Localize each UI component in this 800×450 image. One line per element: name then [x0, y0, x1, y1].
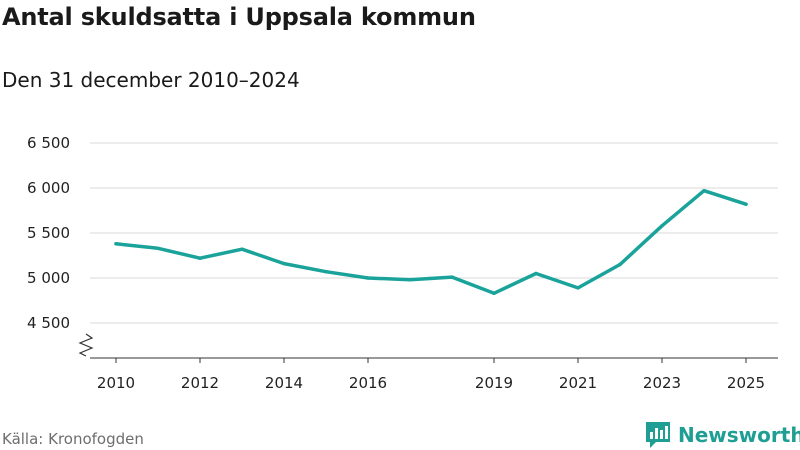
y-tick-label: 5 000	[27, 269, 70, 287]
data-point	[198, 256, 202, 260]
data-point	[534, 271, 538, 276]
x-tick-label: 2023	[643, 374, 681, 392]
chart-subtitle: Den 31 december 2010–2024	[2, 68, 300, 92]
data-point	[114, 242, 118, 246]
data-point	[618, 262, 622, 267]
data-point	[282, 261, 286, 266]
data-point	[576, 286, 580, 290]
data-point	[366, 276, 370, 280]
x-tick-label: 2021	[559, 374, 597, 392]
series-line	[114, 188, 748, 296]
source-note: Källa: Kronofogden	[2, 430, 144, 448]
y-tick-label: 4 500	[27, 314, 70, 332]
data-point	[492, 291, 496, 295]
x-tick-label: 2010	[97, 374, 135, 392]
data-point	[450, 275, 454, 279]
brand-logo: Newsworthy	[644, 420, 800, 450]
data-point	[324, 270, 328, 274]
data-point	[744, 202, 748, 206]
data-point	[702, 189, 706, 193]
x-tick-label: 2016	[349, 374, 387, 392]
x-tick-label: 2012	[181, 374, 219, 392]
axis-break-icon	[78, 333, 94, 357]
x-tick-label: 2019	[475, 374, 513, 392]
y-tick-label: 6 500	[27, 134, 70, 152]
data-point	[156, 246, 160, 250]
brand-name: Newsworthy	[678, 423, 800, 447]
y-tick-label: 6 000	[27, 179, 70, 197]
data-point	[660, 224, 664, 228]
x-tick-label: 2025	[727, 374, 765, 392]
data-point	[408, 278, 412, 282]
newsworthy-logo-icon	[646, 422, 670, 448]
data-point	[240, 247, 244, 251]
x-tick-label: 2014	[265, 374, 303, 392]
y-tick-label: 5 500	[27, 224, 70, 242]
chart-title: Antal skuldsatta i Uppsala kommun	[2, 3, 476, 31]
